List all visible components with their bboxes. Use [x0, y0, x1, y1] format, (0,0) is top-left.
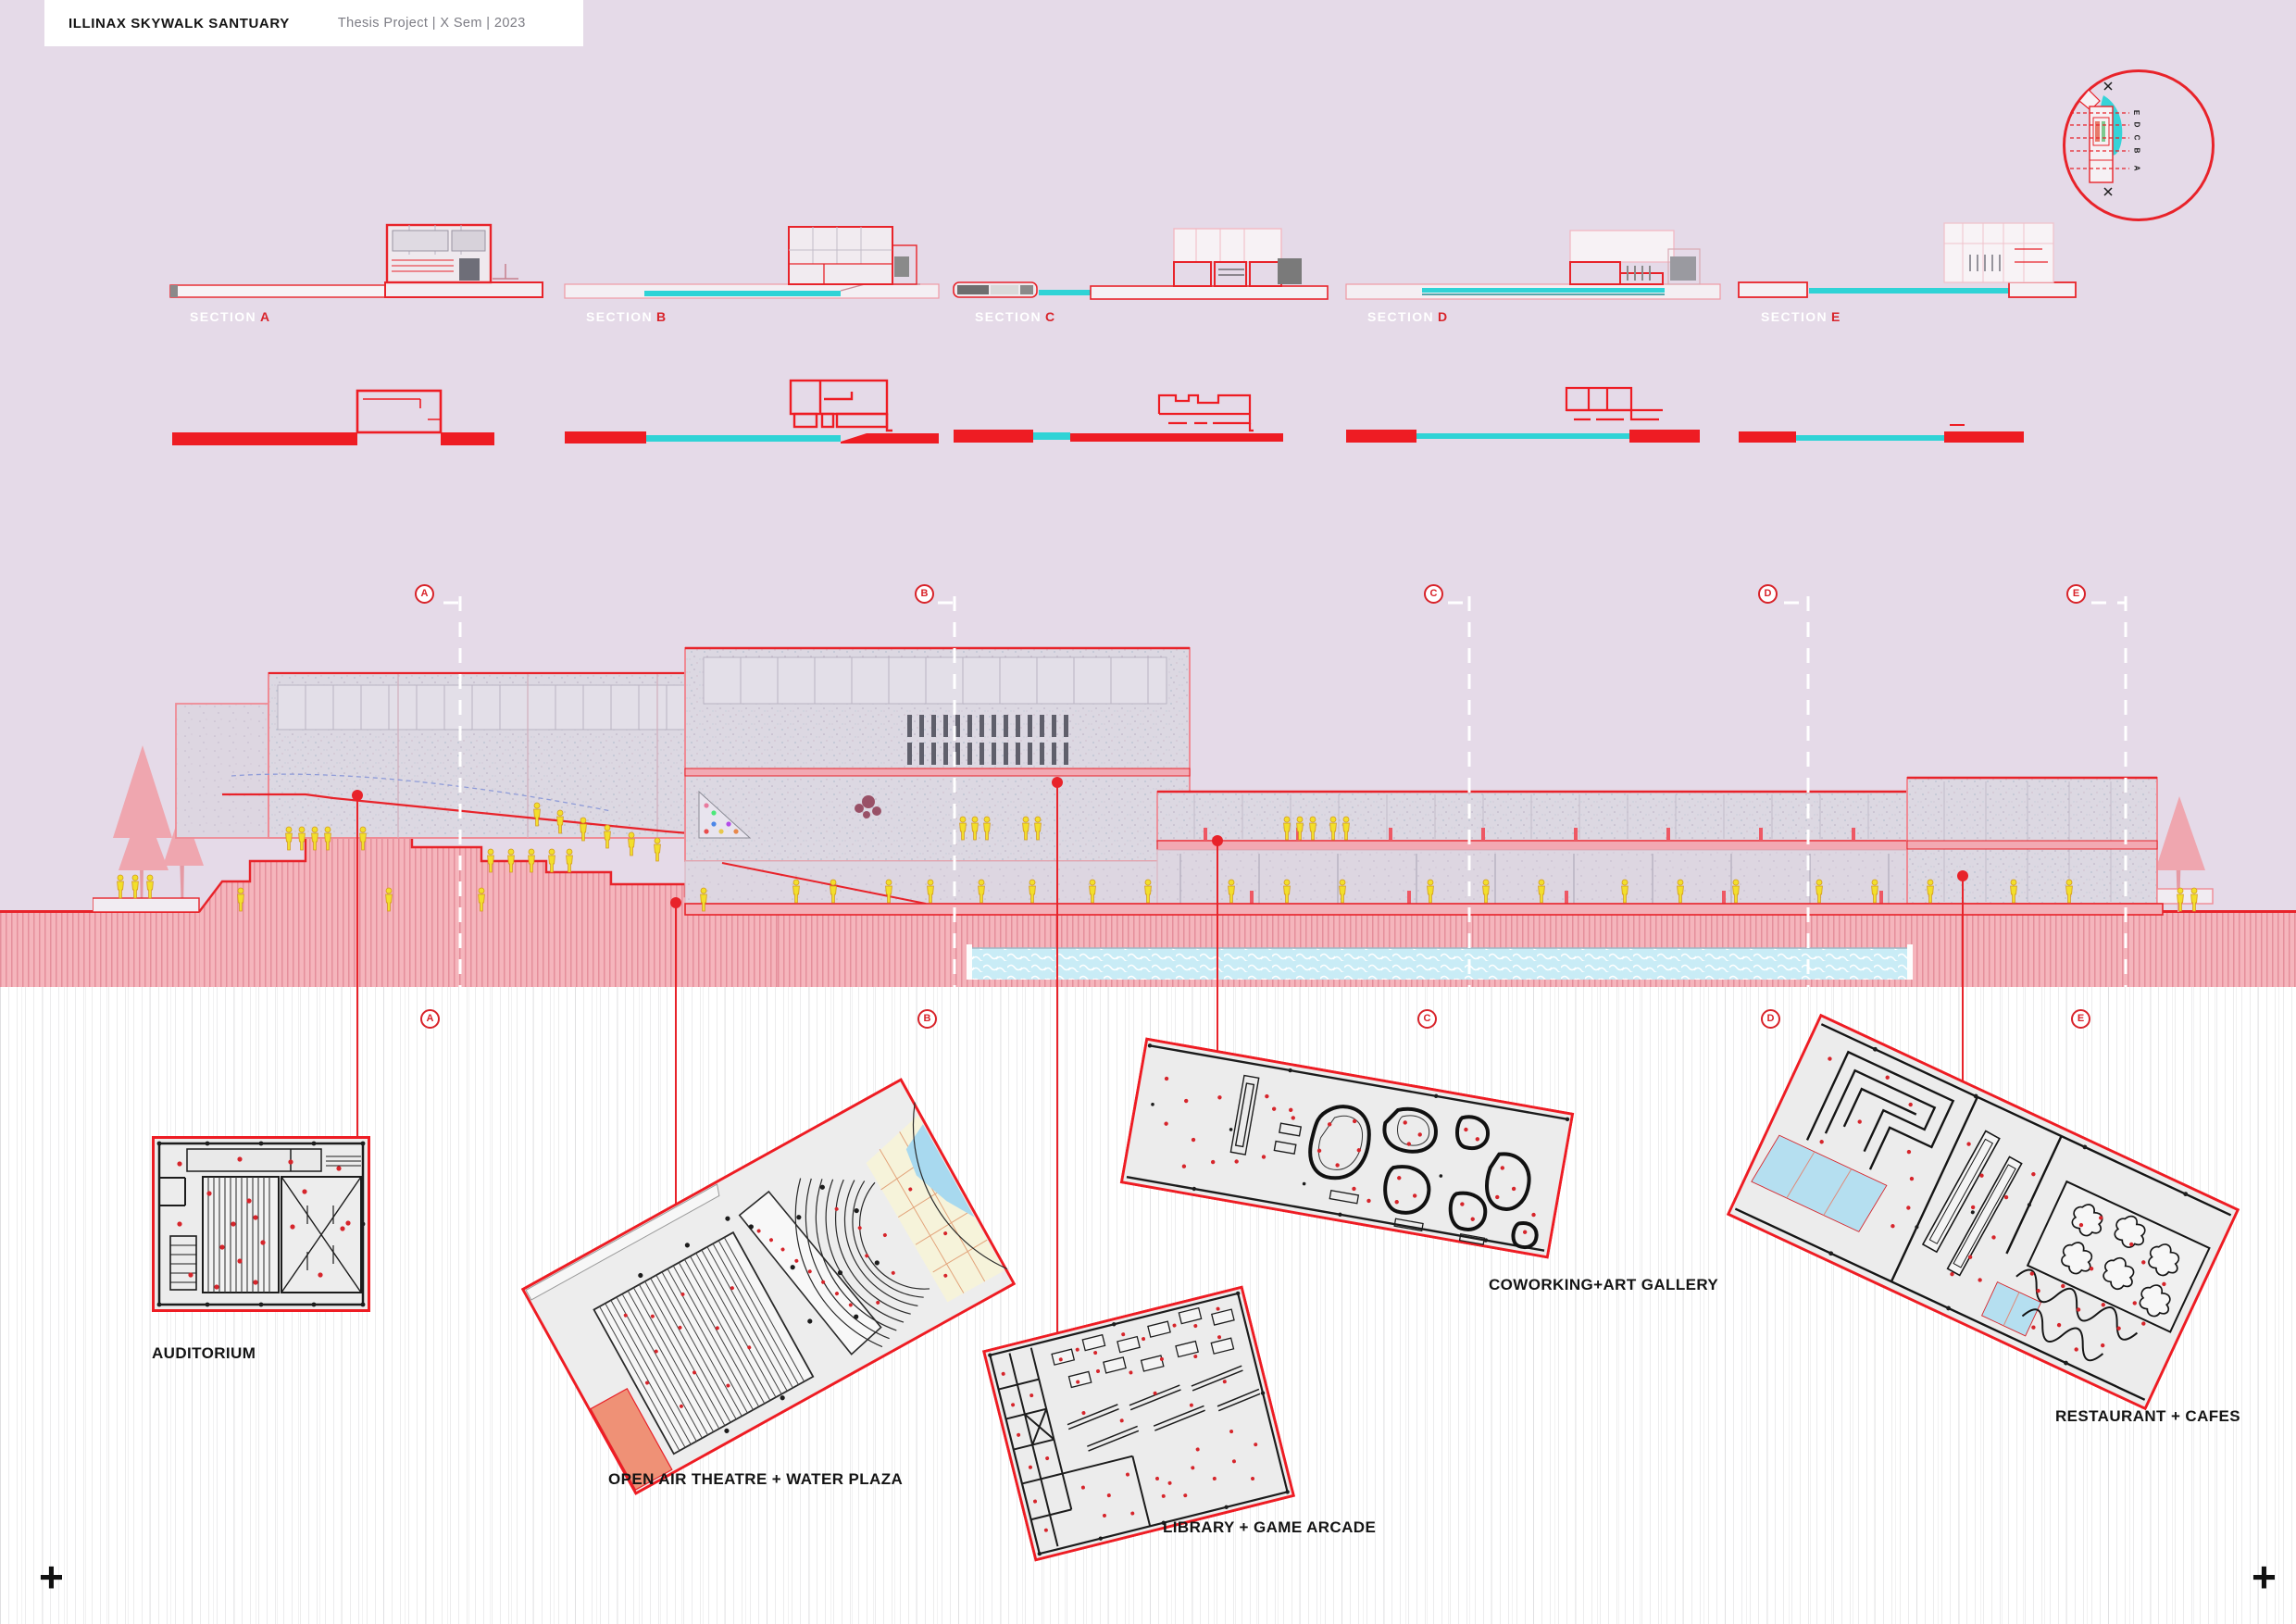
building-block-b [684, 646, 1191, 905]
building-block-a [175, 671, 723, 839]
colored-seating-triangle [698, 790, 752, 839]
section-e-label: SECTION E [1761, 309, 1841, 324]
title-bar: ILLINAX SKYWALK SANTUARY Thesis Project … [44, 0, 583, 46]
section-d-red-diagram [1346, 386, 1700, 443]
callout-line-library [1056, 782, 1058, 1338]
callout-dot-restaurant [1957, 870, 1968, 881]
marker-a-bottom: A [420, 1009, 440, 1029]
key-plan-label-d: D [2132, 121, 2141, 128]
registration-mark-right: + [2252, 1553, 2277, 1601]
key-plan: E D C B A [2063, 69, 2215, 221]
key-plan-drawing [2070, 81, 2129, 196]
walkway-slab [684, 903, 2164, 916]
auditorium-label: AUDITORIUM [152, 1344, 256, 1362]
water-pool [967, 944, 1913, 980]
section-a-label: SECTION A [190, 309, 271, 324]
key-plan-label-b: B [2132, 147, 2141, 154]
section-a-red-diagram [172, 389, 494, 445]
marker-b-top: B [915, 584, 934, 604]
section-e-red-diagram [1739, 424, 2024, 443]
louver-bands [907, 715, 1068, 765]
callout-dot-coworking [1212, 835, 1223, 846]
open-air-theatre-label: OPEN AIR THEATRE + WATER PLAZA [608, 1470, 904, 1488]
project-title: ILLINAX SKYWALK SANTUARY [69, 15, 290, 31]
section-letter-d: D [1438, 309, 1449, 324]
coworking-label: COWORKING+ART GALLERY [1489, 1276, 1719, 1293]
section-e-thumbnail [1738, 222, 2077, 298]
section-c-thumbnail [953, 228, 1329, 300]
section-c-red-diagram [954, 394, 1283, 443]
section-a-thumbnail [169, 223, 543, 298]
building-block-d [1906, 776, 2214, 905]
section-d-label: SECTION D [1367, 309, 1449, 324]
section-letter-c: C [1045, 309, 1056, 324]
callout-line-auditorium [356, 795, 358, 1137]
section-d-thumbnail [1345, 230, 1721, 300]
section-c-label: SECTION C [975, 309, 1056, 324]
marker-c-top: C [1424, 584, 1443, 604]
plan-library [981, 1285, 1296, 1562]
section-b-red-diagram [565, 379, 939, 443]
plan-restaurant-cafes [1726, 1013, 2240, 1411]
callout-dot-library [1052, 777, 1063, 788]
sculpture-blob [855, 795, 881, 818]
section-b-thumbnail [564, 226, 940, 299]
main-longitudinal-section [93, 596, 2214, 987]
plan-coworking-gallery [1119, 1037, 1575, 1259]
squiggle-seating [2015, 1268, 2139, 1362]
callout-line-restaurant [1962, 876, 1964, 1093]
marker-e-top: E [2066, 584, 2086, 604]
marker-c-bottom: C [1417, 1009, 1437, 1029]
registration-mark-left: + [39, 1553, 64, 1601]
restaurant-label: RESTAURANT + CAFES [2055, 1407, 2241, 1425]
key-plan-label-c: C [2132, 134, 2141, 141]
callout-dot-theatre [670, 897, 681, 908]
section-letter-a: A [260, 309, 271, 324]
section-letter-b: B [656, 309, 668, 324]
marker-d-bottom: D [1761, 1009, 1780, 1029]
library-label: LIBRARY + GAME ARCADE [1163, 1518, 1377, 1536]
callout-line-coworking [1217, 841, 1218, 1051]
marker-d-top: D [1758, 584, 1778, 604]
section-letter-e: E [1831, 309, 1841, 324]
marker-e-bottom: E [2071, 1009, 2090, 1029]
key-plan-label-e: E [2132, 109, 2141, 116]
project-subtitle: Thesis Project | X Sem | 2023 [337, 16, 526, 31]
marker-a-top: A [415, 584, 434, 604]
plan-dots [177, 1156, 351, 1290]
section-word: SECTION [190, 309, 257, 324]
key-plan-label-a: A [2132, 165, 2141, 171]
section-cut-lines [443, 596, 2128, 987]
callout-dot-auditorium [352, 790, 363, 801]
pool-shapes [1751, 1134, 1888, 1232]
terrain-hill [199, 835, 778, 987]
left-entry-platform [93, 897, 200, 913]
callout-line-theatre [675, 903, 677, 1222]
key-plan-circle [2063, 69, 2215, 221]
plan-auditorium [152, 1136, 370, 1312]
plan-open-air-theatre [520, 1078, 1017, 1495]
marker-b-bottom: B [917, 1009, 937, 1029]
section-b-label: SECTION B [586, 309, 668, 324]
organic-tables [2061, 1204, 2180, 1318]
